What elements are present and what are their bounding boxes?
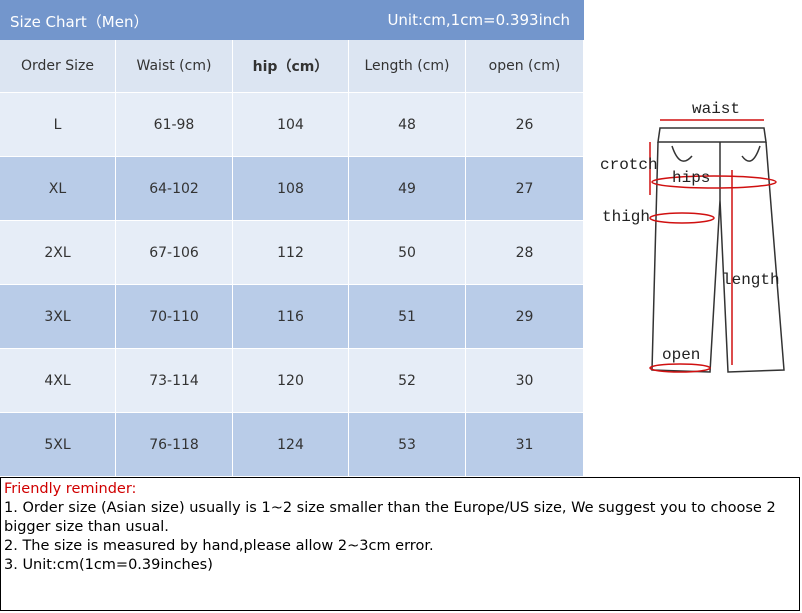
table-cell: 2XL <box>0 221 116 285</box>
column-header: hip（cm） <box>233 40 349 93</box>
table-cell: 3XL <box>0 285 116 349</box>
table-cell: 48 <box>349 93 466 157</box>
label-waist: waist <box>692 100 740 118</box>
header-title: Size Chart（Men） <box>10 13 149 31</box>
column-header: Length (cm) <box>349 40 466 93</box>
table-cell: 31 <box>466 413 584 477</box>
table-cell: 61-98 <box>116 93 233 157</box>
table-cell: 29 <box>466 285 584 349</box>
note-item: 2. The size is measured by hand,please a… <box>4 538 434 554</box>
label-thigh: thigh <box>602 208 650 226</box>
pants-diagram: waist crotch hips thigh length open <box>600 100 785 373</box>
column-header: Order Size <box>0 40 116 93</box>
label-hips: hips <box>672 169 710 187</box>
table-cell: 124 <box>233 413 349 477</box>
open-arrow <box>649 363 711 373</box>
table-cell: 112 <box>233 221 349 285</box>
thigh-arrow <box>649 212 715 224</box>
table-cell: 67-106 <box>116 221 233 285</box>
label-open: open <box>662 346 700 364</box>
table-cell: 73-114 <box>116 349 233 413</box>
table-cell: 5XL <box>0 413 116 477</box>
table-cell: 52 <box>349 349 466 413</box>
header-bar: Size Chart（Men） Unit:cm,1cm=0.393inch <box>0 0 584 40</box>
table-cell: L <box>0 93 116 157</box>
header-unit: Unit:cm,1cm=0.393inch <box>387 11 570 29</box>
label-length: length <box>722 271 780 289</box>
table-cell: 116 <box>233 285 349 349</box>
size-table: Order Size Waist (cm) hip（cm） Length (cm) op… <box>0 40 584 477</box>
table-cell: 120 <box>233 349 349 413</box>
table-cell: XL <box>0 157 116 221</box>
table-cell: 53 <box>349 413 466 477</box>
table-cell: 104 <box>233 93 349 157</box>
table-cell: 30 <box>466 349 584 413</box>
note-item: 3. Unit:cm(1cm=0.39inches) <box>4 557 213 573</box>
table-cell: 49 <box>349 157 466 221</box>
table-cell: 28 <box>466 221 584 285</box>
table-cell: 64-102 <box>116 157 233 221</box>
table-cell: 27 <box>466 157 584 221</box>
table-cell: 4XL <box>0 349 116 413</box>
table-cell: 26 <box>466 93 584 157</box>
table-cell: 108 <box>233 157 349 221</box>
note-item: 1. Order size (Asian size) usually is 1~… <box>4 500 776 535</box>
label-crotch: crotch <box>600 156 658 174</box>
notes-box: Friendly reminder: 1. Order size (Asian … <box>0 477 800 611</box>
hips-arrow <box>651 175 777 189</box>
table-cell: 51 <box>349 285 466 349</box>
waistband <box>657 127 767 143</box>
column-header: open (cm) <box>466 40 584 93</box>
table-cell: 70-110 <box>116 285 233 349</box>
notes-heading: Friendly reminder: <box>4 481 137 497</box>
column-header: Waist (cm) <box>116 40 233 93</box>
table-cell: 76-118 <box>116 413 233 477</box>
pockets <box>671 142 761 200</box>
table-cell: 50 <box>349 221 466 285</box>
